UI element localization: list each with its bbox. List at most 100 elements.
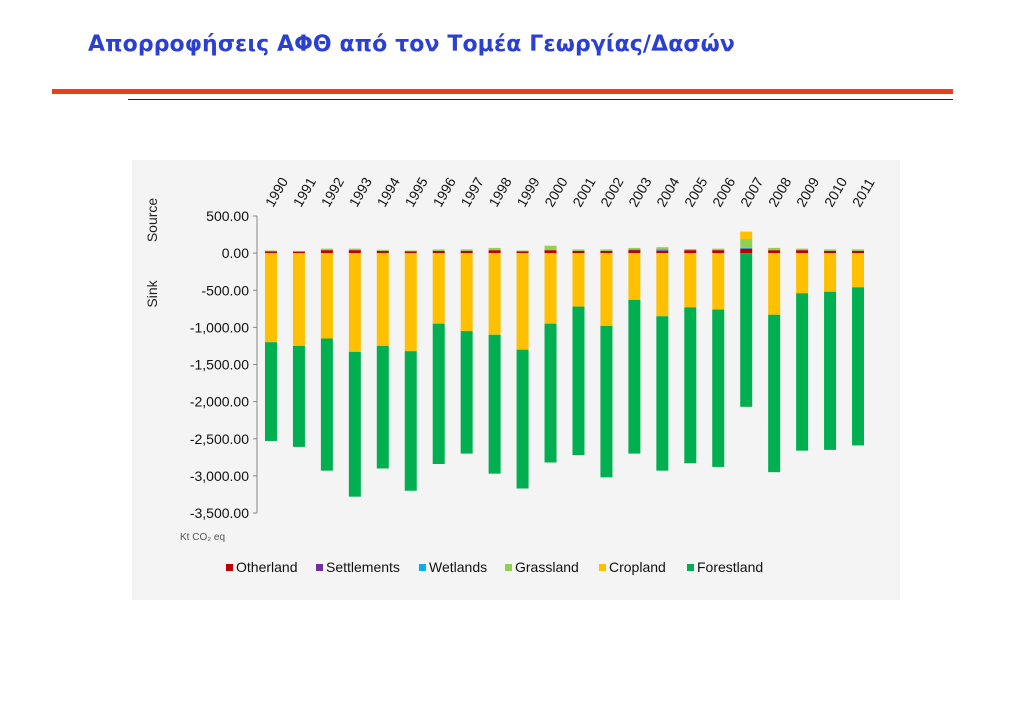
bar-segment — [768, 250, 781, 254]
bar-segment — [572, 253, 585, 307]
bar-segment — [852, 249, 865, 251]
legend-swatch — [226, 564, 233, 571]
y-tick-label: -500.00 — [202, 282, 250, 298]
y-tick-label: 0.00 — [222, 245, 249, 261]
y-axis-label-source: Source — [144, 198, 160, 243]
bar-segment — [376, 249, 389, 251]
x-tick-label: 1994 — [374, 174, 404, 209]
bar-segment — [824, 253, 837, 292]
bar-segment — [600, 325, 613, 478]
bar-segment — [628, 299, 641, 454]
bar-segment — [572, 250, 585, 254]
bar-segment — [600, 253, 613, 326]
x-tick-label: 1992 — [318, 174, 348, 209]
bar-segment — [320, 248, 333, 251]
chart-panel: Source Sink Kt CO₂ eq 500.00 0.00 -500.00 -… — [132, 160, 900, 600]
bar-segment — [292, 250, 305, 252]
bar-segment — [488, 247, 501, 251]
bar-segment — [824, 250, 837, 254]
bar-segment — [656, 247, 669, 250]
bar-segment — [852, 253, 865, 288]
bar-segment — [768, 253, 781, 315]
x-tick-label: 1999 — [513, 174, 543, 209]
unit-label: Kt CO₂ eq — [180, 532, 225, 543]
legend-swatch — [687, 564, 694, 571]
bar-segment — [432, 249, 445, 251]
bar-segment — [544, 253, 557, 324]
bar-segment — [292, 345, 305, 447]
bar-segment — [740, 231, 753, 240]
bar-segment — [292, 251, 305, 254]
legend-swatch — [599, 564, 606, 571]
bar-segment — [320, 338, 333, 471]
bar-segment — [712, 253, 725, 310]
bar-segment — [740, 248, 753, 254]
bar-segment — [432, 323, 445, 464]
y-tick-label: 500.00 — [206, 208, 249, 224]
bar-segment — [656, 316, 669, 471]
bar-segment — [460, 253, 473, 332]
y-tick-label: -3,000.00 — [190, 468, 249, 484]
x-tick-label: 2008 — [765, 174, 795, 209]
slide-title: Απορροφήσεις ΑΦΘ από τον Τομέα Γεωργίας/… — [88, 32, 735, 57]
bar-segment — [572, 249, 585, 251]
x-tick-label: 2009 — [793, 174, 823, 209]
bar-segment — [264, 250, 277, 252]
bar-segment — [320, 253, 333, 339]
emissions-bar-chart: Source Sink Kt CO₂ eq 500.00 0.00 -500.00 -… — [144, 174, 878, 575]
x-tick-label: 2006 — [709, 174, 739, 209]
legend-label: Wetlands — [429, 559, 487, 575]
bar-segment — [796, 253, 809, 294]
bar-segment — [348, 250, 361, 254]
x-tick-label: 1993 — [346, 174, 376, 209]
title-divider-thin — [128, 99, 953, 100]
bar-segment — [768, 247, 781, 251]
x-tick-label: 1990 — [262, 174, 292, 209]
x-tick-label: 2003 — [625, 174, 655, 209]
bar-segment — [460, 331, 473, 454]
bar-segment — [460, 250, 473, 254]
bar-segment — [544, 250, 557, 254]
title-divider-thick — [52, 89, 953, 94]
bar-segment — [544, 245, 557, 251]
bar-segment — [656, 253, 669, 317]
x-tick-label: 2001 — [569, 174, 599, 209]
bar-segment — [684, 307, 697, 464]
x-tick-label: 2010 — [821, 174, 851, 209]
x-tick-label: 1996 — [429, 174, 459, 209]
bar-segment — [824, 249, 837, 251]
bar-segment — [516, 253, 529, 350]
bar-segment — [348, 248, 361, 251]
bar-segment — [656, 249, 669, 251]
bar-segment — [488, 250, 501, 254]
bar-segment — [376, 250, 389, 254]
bar-segment — [488, 253, 501, 335]
bar-segment — [656, 250, 669, 251]
bar-segment — [264, 342, 277, 441]
bar-segment — [264, 251, 277, 254]
bar-segment — [264, 253, 277, 343]
bar-segment — [740, 239, 753, 248]
legend-label: Otherland — [236, 559, 297, 575]
bar-segment — [404, 250, 417, 252]
legend-swatch — [316, 564, 323, 571]
bar-segment — [628, 249, 641, 251]
bar-segment — [712, 250, 725, 254]
bar-segment — [348, 253, 361, 352]
x-tick-label: 2002 — [597, 174, 627, 209]
bar-segment — [404, 251, 417, 254]
bar-segment — [628, 250, 641, 254]
bar-segment — [628, 247, 641, 250]
bar-segment — [404, 253, 417, 352]
bar-segment — [376, 345, 389, 469]
y-tick-label: -1,000.00 — [190, 319, 249, 335]
bar-segment — [796, 250, 809, 254]
bar-segment — [684, 250, 697, 254]
bar-segment — [376, 253, 389, 346]
bar-segment — [404, 351, 417, 491]
legend-swatch — [419, 564, 426, 571]
bar-segment — [740, 253, 753, 407]
bar-segment — [684, 253, 697, 308]
bar-segment — [600, 249, 613, 251]
bar-segment — [460, 249, 473, 251]
